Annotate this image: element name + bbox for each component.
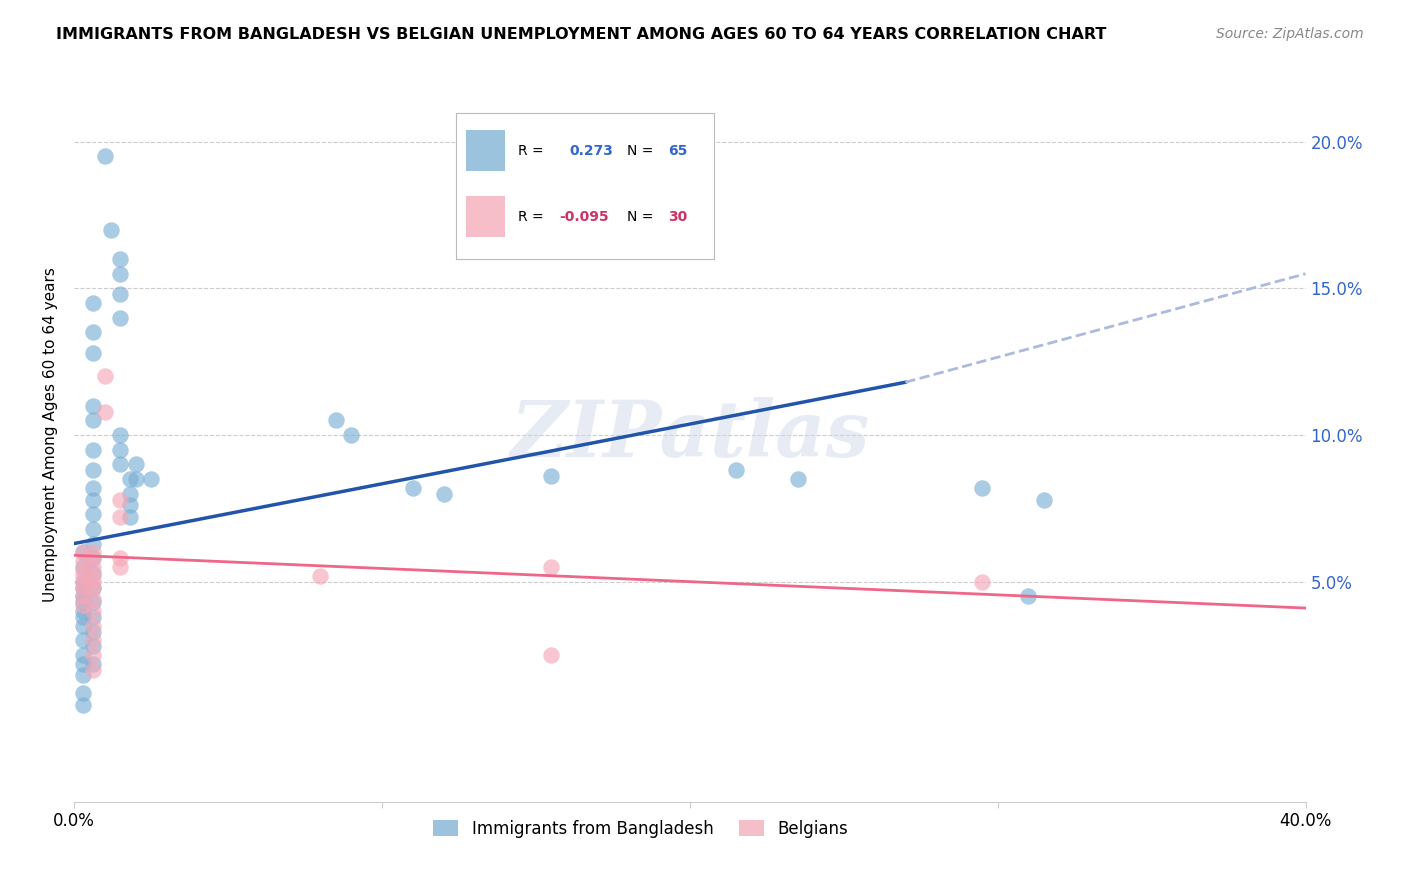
Point: [82, 566, 104, 580]
Point: [72, 560, 94, 574]
Point: [110, 428, 132, 442]
Point: [540, 648, 562, 662]
Point: [82, 442, 104, 457]
Point: [82, 663, 104, 677]
Point: [100, 223, 122, 237]
Point: [72, 590, 94, 604]
Point: [82, 639, 104, 653]
Point: [82, 624, 104, 639]
Point: [82, 648, 104, 662]
Point: [72, 604, 94, 618]
Point: [540, 469, 562, 483]
Point: [82, 545, 104, 559]
Point: [82, 595, 104, 609]
Legend: Immigrants from Bangladesh, Belgians: Immigrants from Bangladesh, Belgians: [427, 814, 855, 845]
Point: [72, 563, 94, 577]
Point: [786, 472, 808, 486]
Point: [110, 442, 132, 457]
Point: [72, 657, 94, 671]
Point: [72, 686, 94, 700]
Point: [72, 598, 94, 612]
Point: [118, 510, 141, 524]
Point: [110, 492, 132, 507]
Point: [82, 657, 104, 671]
Point: [432, 486, 454, 500]
Point: [1032, 492, 1054, 507]
Point: [72, 545, 94, 559]
Point: [82, 560, 104, 574]
Point: [110, 510, 132, 524]
Point: [82, 463, 104, 477]
Point: [82, 399, 104, 413]
Point: [82, 413, 104, 427]
Point: [972, 481, 994, 495]
Point: [124, 472, 146, 486]
Point: [72, 581, 94, 595]
Point: [72, 574, 94, 589]
Point: [118, 472, 141, 486]
Point: [82, 507, 104, 521]
Point: [72, 574, 94, 589]
Point: [82, 551, 104, 566]
Point: [82, 592, 104, 607]
Point: [724, 463, 747, 477]
Point: [72, 595, 94, 609]
Point: [94, 369, 117, 384]
Point: [110, 551, 132, 566]
Text: Source: ZipAtlas.com: Source: ZipAtlas.com: [1216, 27, 1364, 41]
Point: [72, 610, 94, 624]
Point: [110, 560, 132, 574]
Point: [72, 698, 94, 712]
Point: [82, 492, 104, 507]
Point: [72, 554, 94, 568]
Point: [82, 326, 104, 340]
Point: [139, 472, 162, 486]
Point: [72, 590, 94, 604]
Point: [110, 267, 132, 281]
Point: [94, 404, 117, 418]
Point: [72, 648, 94, 662]
Text: ZIPatlas: ZIPatlas: [510, 397, 869, 474]
Point: [82, 481, 104, 495]
Point: [72, 569, 94, 583]
Point: [72, 545, 94, 559]
Point: [402, 481, 425, 495]
Point: [972, 574, 994, 589]
Point: [72, 581, 94, 595]
Point: [82, 618, 104, 632]
Point: [82, 581, 104, 595]
Point: [110, 252, 132, 266]
Point: [82, 551, 104, 566]
Point: [110, 287, 132, 301]
Point: [82, 604, 104, 618]
Point: [72, 633, 94, 648]
Point: [94, 149, 117, 163]
Point: [82, 536, 104, 550]
Point: [110, 458, 132, 472]
Point: [340, 428, 363, 442]
Point: [82, 346, 104, 360]
Point: [82, 581, 104, 595]
Point: [72, 668, 94, 682]
Point: [82, 633, 104, 648]
Point: [118, 486, 141, 500]
Point: [124, 458, 146, 472]
Y-axis label: Unemployment Among Ages 60 to 64 years: Unemployment Among Ages 60 to 64 years: [44, 268, 58, 602]
Point: [72, 618, 94, 632]
Point: [82, 574, 104, 589]
Point: [1017, 590, 1039, 604]
Text: IMMIGRANTS FROM BANGLADESH VS BELGIAN UNEMPLOYMENT AMONG AGES 60 TO 64 YEARS COR: IMMIGRANTS FROM BANGLADESH VS BELGIAN UN…: [56, 27, 1107, 42]
Point: [82, 522, 104, 536]
Point: [540, 560, 562, 574]
Point: [309, 569, 332, 583]
Point: [110, 310, 132, 325]
Point: [82, 569, 104, 583]
Point: [118, 499, 141, 513]
Point: [325, 413, 347, 427]
Point: [82, 296, 104, 310]
Point: [82, 610, 104, 624]
